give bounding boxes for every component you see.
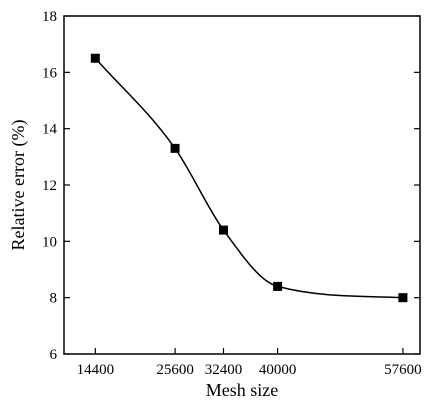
series-markers	[90, 53, 408, 303]
data-point-marker	[273, 281, 283, 291]
series-line	[94, 57, 403, 299]
y-tick-label: 10	[42, 234, 57, 250]
y-tick-label: 16	[42, 65, 58, 81]
data-point-marker	[218, 225, 228, 235]
data-point-marker	[90, 53, 100, 63]
x-axis-ticks: 14400 25600 32400 40000 57600	[77, 348, 422, 378]
y-tick-label: 14	[42, 122, 58, 138]
x-tick-label: 40000	[259, 362, 297, 378]
x-tick-label: 14400	[77, 362, 115, 378]
x-tick-label: 57600	[384, 362, 422, 378]
data-point-marker	[398, 293, 408, 303]
x-tick-label: 25600	[156, 362, 194, 378]
plot-frame	[63, 15, 421, 355]
y-axis-ticks: 6 8 10 12 14 16 18	[42, 9, 420, 363]
y-axis-title: Relative error (%)	[8, 120, 29, 251]
data-point-marker	[170, 143, 180, 153]
y-tick-label: 8	[50, 291, 58, 307]
x-axis-title: Mesh size	[206, 380, 278, 400]
x-tick-label: 32400	[205, 362, 243, 378]
y-tick-label: 12	[42, 178, 57, 194]
y-tick-label: 18	[42, 9, 57, 25]
y-tick-label: 6	[50, 347, 58, 363]
